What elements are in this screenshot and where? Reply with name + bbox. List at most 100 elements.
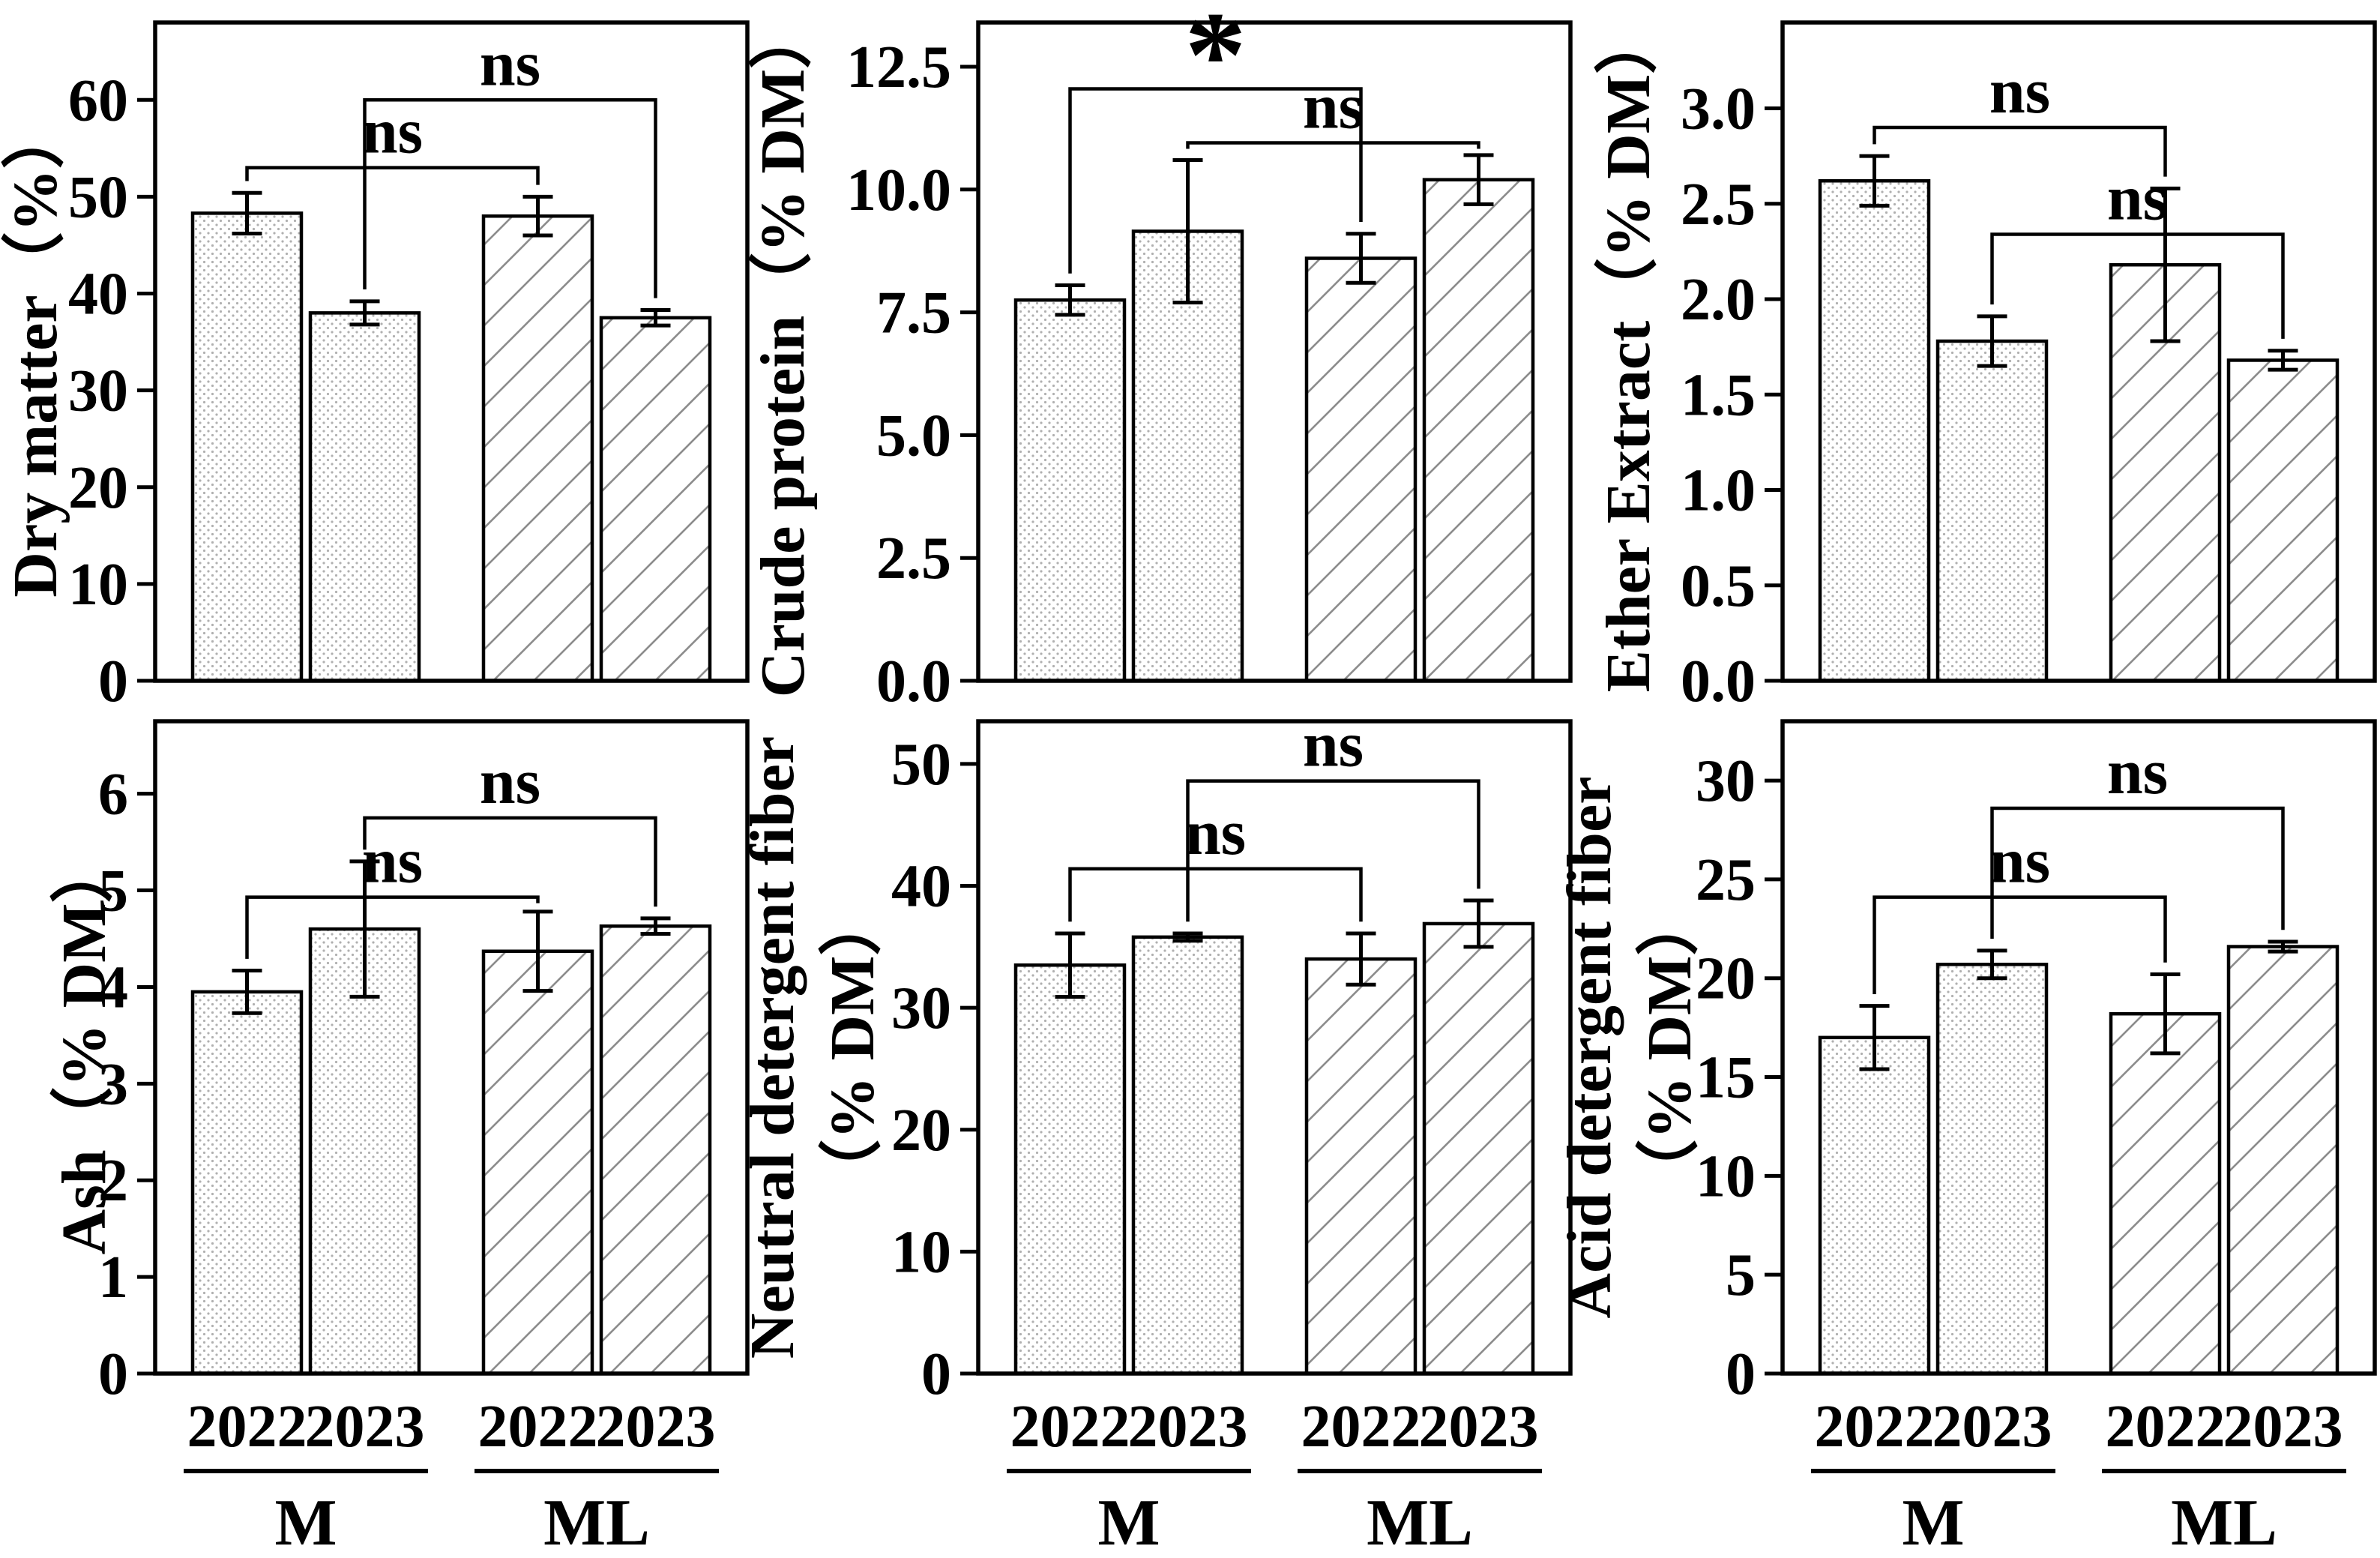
bar-m-2022 (1013, 963, 1127, 1376)
bar-m-2022 (190, 990, 304, 1376)
error-bar-m-2023 (1977, 314, 2007, 368)
y-tick-label: 12.5 (846, 34, 951, 100)
sig-bracket-2 (1990, 806, 2285, 939)
bar-ml-2023 (599, 316, 712, 683)
y-tick-label: 5 (98, 858, 128, 924)
x-tick-label-m-2022: 2022 (1010, 1394, 1130, 1460)
y-tick-label: 15 (1696, 1045, 1756, 1111)
x-tick-label-ml-2023: 2023 (2223, 1394, 2343, 1460)
y-tick-label: 10 (1696, 1143, 1756, 1209)
y-tick-label: 30 (68, 358, 128, 424)
y-axis-title: （% DM） (818, 893, 888, 1203)
sig-bracket-1 (1068, 867, 1363, 922)
y-tick-label: 10.0 (846, 157, 951, 223)
sig-bracket-1 (245, 166, 540, 185)
sig-label: ns (1303, 709, 1364, 780)
x-tick-label-ml-2023: 2023 (596, 1394, 716, 1460)
error-bar-ml-2023 (640, 307, 671, 328)
error-bar-m-2022 (1859, 1004, 1890, 1071)
plot-box (1780, 20, 2377, 683)
y-tick-label: 3 (98, 1051, 128, 1117)
plot-box (976, 20, 1573, 683)
bar-ml-2023 (2226, 358, 2340, 683)
y-tick-label: 40 (891, 854, 951, 920)
x-tick-label-ml-2023: 2023 (1419, 1394, 1539, 1460)
bar-ml-2022 (481, 949, 594, 1376)
sig-label: * (1184, 0, 1247, 123)
y-tick-label: 7.5 (876, 280, 951, 346)
y-tick-label: 2.5 (876, 526, 951, 592)
error-bar-ml-2022 (1346, 931, 1376, 987)
error-bar-ml-2022 (522, 909, 553, 993)
y-tick-label: 25 (1696, 847, 1756, 913)
group-label-ml: ML (1367, 1487, 1473, 1554)
bar-m-2023 (308, 927, 421, 1376)
error-bar-m-2022 (1055, 931, 1085, 999)
error-bar-ml-2022 (1346, 232, 1376, 285)
error-bar-ml-2023 (2268, 349, 2298, 372)
y-tick-label: 0 (98, 649, 128, 715)
bar-m-2023 (1131, 935, 1244, 1376)
group-label-m: M (1097, 1487, 1160, 1554)
sig-bracket-1 (1873, 895, 2167, 994)
sig-label: ns (2107, 161, 2168, 233)
y-axis-title: Dry matter（%） (1, 106, 70, 597)
error-bar-ml-2023 (1463, 898, 1494, 949)
y-tick-label: 6 (98, 762, 128, 828)
sig-label: ns (362, 95, 423, 167)
sig-bracket-1 (1068, 87, 1363, 274)
y-tick-label: 0 (98, 1341, 128, 1407)
error-bar-ml-2022 (522, 194, 553, 238)
bar-m-2023 (1131, 229, 1244, 683)
bar-m-2023 (1935, 339, 2049, 683)
sig-bracket-1 (245, 895, 540, 959)
plot-box (153, 20, 750, 683)
error-bar-ml-2023 (1463, 153, 1494, 206)
y-tick-label: 50 (891, 732, 951, 798)
y-tick-label: 2.0 (1681, 267, 1756, 333)
sig-bracket-1 (1873, 125, 2167, 177)
sig-label: ns (1989, 825, 2050, 897)
group-label-m: M (1902, 1487, 1964, 1554)
x-tick-label-m-2023: 2023 (305, 1394, 425, 1460)
y-tick-label: 0.0 (1681, 649, 1756, 715)
error-bar-ml-2023 (640, 916, 671, 936)
error-bar-m-2023 (1172, 157, 1203, 304)
group-label-m: M (274, 1487, 337, 1554)
group-label-ml: ML (543, 1487, 650, 1554)
sig-bracket-2 (1186, 779, 1480, 922)
bar-ml-2022 (481, 214, 594, 683)
y-tick-label: 0 (921, 1341, 951, 1407)
bar-m-2022 (190, 211, 304, 683)
bar-ml-2022 (1304, 957, 1418, 1376)
sig-bracket-2 (1186, 141, 1480, 149)
y-axis-title: Ash（% DM） (49, 840, 119, 1254)
sig-label: ns (480, 27, 540, 99)
bar-ml-2022 (2109, 1011, 2222, 1376)
y-tick-label: 30 (891, 975, 951, 1041)
y-tick-label: 5 (1726, 1242, 1756, 1308)
sig-label: ns (480, 745, 540, 817)
y-tick-label: 40 (68, 262, 128, 328)
y-tick-label: 30 (1696, 748, 1756, 814)
y-axis-title: Ether Extract（% DM） (1594, 11, 1663, 692)
sig-label: ns (2107, 736, 2168, 807)
y-tick-label: 20 (1696, 946, 1756, 1012)
y-tick-label: 2 (98, 1148, 128, 1214)
error-bar-m-2022 (232, 969, 262, 1015)
y-tick-label: 2.5 (1681, 172, 1756, 238)
sig-label: ns (362, 825, 423, 897)
sig-bracket-2 (1990, 232, 2285, 339)
bar-m-2023 (1935, 963, 2049, 1376)
bar-m-2022 (1818, 1035, 1931, 1376)
sig-label: ns (1303, 70, 1364, 142)
y-tick-label: 0.5 (1681, 553, 1756, 619)
x-tick-label-m-2022: 2022 (1815, 1394, 1935, 1460)
x-tick-label-ml-2022: 2022 (2106, 1394, 2226, 1460)
x-tick-label-ml-2022: 2022 (1301, 1394, 1421, 1460)
error-bar-m-2023 (1172, 931, 1203, 943)
y-tick-label: 5.0 (876, 403, 951, 469)
y-tick-label: 50 (68, 164, 128, 230)
